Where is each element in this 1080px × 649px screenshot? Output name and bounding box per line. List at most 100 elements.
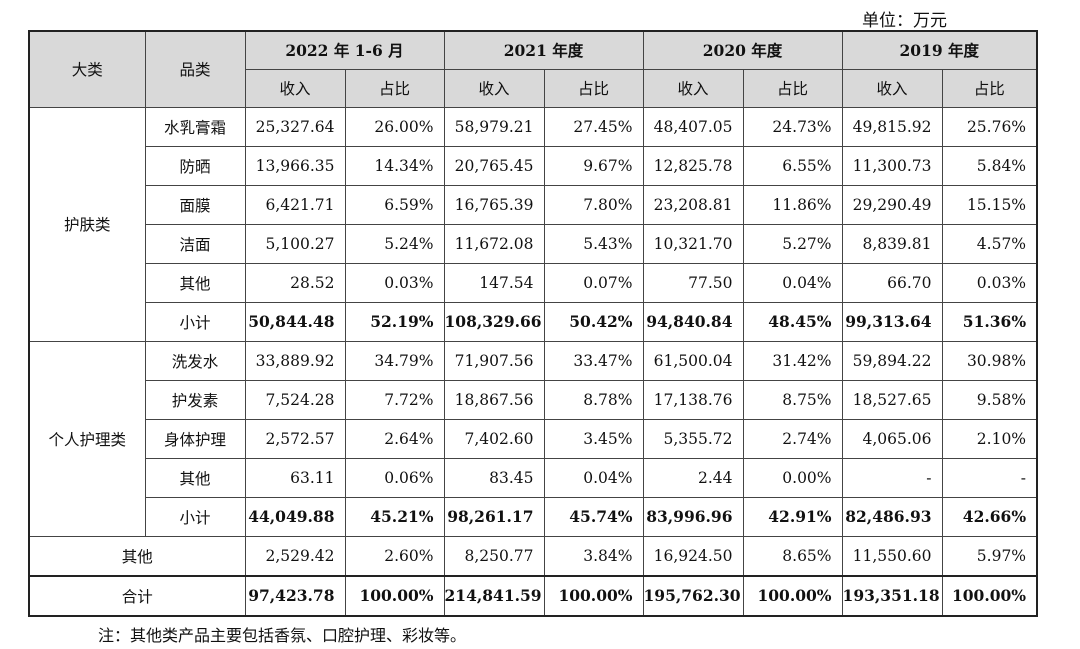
header-share: 占比 bbox=[742, 68, 843, 108]
share-cell: 31.42% bbox=[742, 340, 843, 381]
share-cell: 2.60% bbox=[344, 535, 445, 576]
share-cell: 9.58% bbox=[941, 379, 1038, 420]
share-cell: 50.42% bbox=[543, 301, 644, 342]
revenue-cell: 44,049.88 bbox=[244, 496, 346, 537]
revenue-cell: 7,402.60 bbox=[443, 418, 545, 459]
category-cell: 面膜 bbox=[144, 184, 246, 225]
revenue-cell: 18,527.65 bbox=[841, 379, 943, 420]
header-period: 2020 年度 bbox=[642, 30, 843, 70]
share-cell: 45.21% bbox=[344, 496, 445, 537]
header-share: 占比 bbox=[344, 68, 445, 108]
share-cell: 0.07% bbox=[543, 262, 644, 303]
revenue-cell: 71,907.56 bbox=[443, 340, 545, 381]
share-cell: 42.66% bbox=[941, 496, 1038, 537]
revenue-cell: 11,300.73 bbox=[841, 145, 943, 186]
category-cell: 小计 bbox=[144, 301, 246, 342]
share-cell: 0.00% bbox=[742, 457, 843, 498]
header-period: 2021 年度 bbox=[443, 30, 644, 70]
table-body: 护肤类 水乳膏霜 25,327.64 26.00% 58,979.21 27.45% 48,… bbox=[28, 106, 1038, 616]
share-cell: 7.80% bbox=[543, 184, 644, 225]
table-row: 小计 44,049.88 45.21% 98,261.17 45.74% 83,996.9… bbox=[29, 496, 1038, 537]
revenue-cell: 108,329.66 bbox=[443, 301, 545, 342]
category-cell: 防晒 bbox=[144, 145, 246, 186]
share-cell: 8.78% bbox=[543, 379, 644, 420]
revenue-cell: 11,550.60 bbox=[841, 535, 943, 576]
revenue-cell: 13,966.35 bbox=[244, 145, 346, 186]
category-cell: 其他 bbox=[144, 457, 246, 498]
share-cell: 3.45% bbox=[543, 418, 644, 459]
revenue-cell: 82,486.93 bbox=[841, 496, 943, 537]
revenue-cell: 11,672.08 bbox=[443, 223, 545, 264]
share-cell: 52.19% bbox=[344, 301, 445, 342]
share-cell: 0.03% bbox=[941, 262, 1038, 303]
revenue-cell: 20,765.45 bbox=[443, 145, 545, 186]
revenue-cell: 2,529.42 bbox=[244, 535, 346, 576]
category-cell: 洁面 bbox=[144, 223, 246, 264]
share-cell: 6.59% bbox=[344, 184, 445, 225]
share-cell: 0.04% bbox=[543, 457, 644, 498]
revenue-cell: - bbox=[841, 457, 943, 498]
revenue-cell: 23,208.81 bbox=[642, 184, 744, 225]
share-cell: 9.67% bbox=[543, 145, 644, 186]
revenue-cell: 12,825.78 bbox=[642, 145, 744, 186]
revenue-table: 大类 品类 2022 年 1-6 月 2021 年度 2020 年度 2019 … bbox=[28, 30, 1039, 617]
table-row: 其他 28.52 0.03% 147.54 0.07% 77.50 0.04% 66.70 0.… bbox=[29, 262, 1038, 303]
header-period: 2022 年 1-6 月 bbox=[244, 30, 445, 70]
revenue-cell: 2,572.57 bbox=[244, 418, 346, 459]
share-cell: 45.74% bbox=[543, 496, 644, 537]
share-cell: 5.97% bbox=[941, 535, 1038, 576]
header-category: 品类 bbox=[144, 30, 246, 108]
share-cell: - bbox=[941, 457, 1038, 498]
share-cell: 15.15% bbox=[941, 184, 1038, 225]
revenue-cell: 2.44 bbox=[642, 457, 744, 498]
share-cell: 26.00% bbox=[344, 106, 445, 147]
revenue-cell: 33,889.92 bbox=[244, 340, 346, 381]
table-row: 其他 63.11 0.06% 83.45 0.04% 2.44 0.00% - - bbox=[29, 457, 1038, 498]
revenue-cell: 214,841.59 bbox=[443, 574, 545, 616]
share-cell: 4.57% bbox=[941, 223, 1038, 264]
share-cell: 8.65% bbox=[742, 535, 843, 576]
share-cell: 27.45% bbox=[543, 106, 644, 147]
unit-label: 单位：万元 bbox=[862, 11, 947, 31]
header-row-periods: 大类 品类 2022 年 1-6 月 2021 年度 2020 年度 2019 … bbox=[28, 30, 1038, 108]
category-cell: 其他 bbox=[144, 262, 246, 303]
share-cell: 11.86% bbox=[742, 184, 843, 225]
share-cell: 100.00% bbox=[344, 574, 445, 616]
table-row: 面膜 6,421.71 6.59% 16,765.39 7.80% 23,208.81 11… bbox=[29, 184, 1038, 225]
share-cell: 30.98% bbox=[941, 340, 1038, 381]
revenue-cell: 49,815.92 bbox=[841, 106, 943, 147]
share-cell: 100.00% bbox=[543, 574, 644, 616]
revenue-cell: 8,250.77 bbox=[443, 535, 545, 576]
header-revenue: 收入 bbox=[244, 68, 346, 108]
revenue-cell: 58,979.21 bbox=[443, 106, 545, 147]
share-cell: 6.55% bbox=[742, 145, 843, 186]
share-cell: 2.74% bbox=[742, 418, 843, 459]
other-label-cell: 其他 bbox=[28, 535, 246, 576]
category-cell: 小计 bbox=[144, 496, 246, 537]
revenue-cell: 97,423.78 bbox=[244, 574, 346, 616]
revenue-cell: 83.45 bbox=[443, 457, 545, 498]
revenue-cell: 28.52 bbox=[244, 262, 346, 303]
revenue-cell: 66.70 bbox=[841, 262, 943, 303]
header-period: 2019 年度 bbox=[841, 30, 1038, 70]
header-revenue: 收入 bbox=[443, 68, 545, 108]
revenue-cell: 10,321.70 bbox=[642, 223, 744, 264]
share-cell: 34.79% bbox=[344, 340, 445, 381]
share-cell: 25.76% bbox=[941, 106, 1038, 147]
share-cell: 7.72% bbox=[344, 379, 445, 420]
share-cell: 51.36% bbox=[941, 301, 1038, 342]
revenue-cell: 193,351.18 bbox=[841, 574, 943, 616]
revenue-cell: 94,840.84 bbox=[642, 301, 744, 342]
revenue-cell: 59,894.22 bbox=[841, 340, 943, 381]
table-row-other: 其他 2,529.42 2.60% 8,250.77 3.84% 16,924.50 8.6… bbox=[28, 535, 1038, 576]
header-share: 占比 bbox=[543, 68, 644, 108]
share-cell: 48.45% bbox=[742, 301, 843, 342]
table-row: 护发素 7,524.28 7.72% 18,867.56 8.78% 17,138.76 8… bbox=[29, 379, 1038, 420]
revenue-cell: 8,839.81 bbox=[841, 223, 943, 264]
major-category-cell: 个人护理类 bbox=[28, 340, 146, 537]
revenue-cell: 25,327.64 bbox=[244, 106, 346, 147]
table-row: 防晒 13,966.35 14.34% 20,765.45 9.67% 12,825.78… bbox=[29, 145, 1038, 186]
category-cell: 洗发水 bbox=[144, 340, 246, 381]
share-cell: 100.00% bbox=[941, 574, 1038, 616]
share-cell: 2.10% bbox=[941, 418, 1038, 459]
